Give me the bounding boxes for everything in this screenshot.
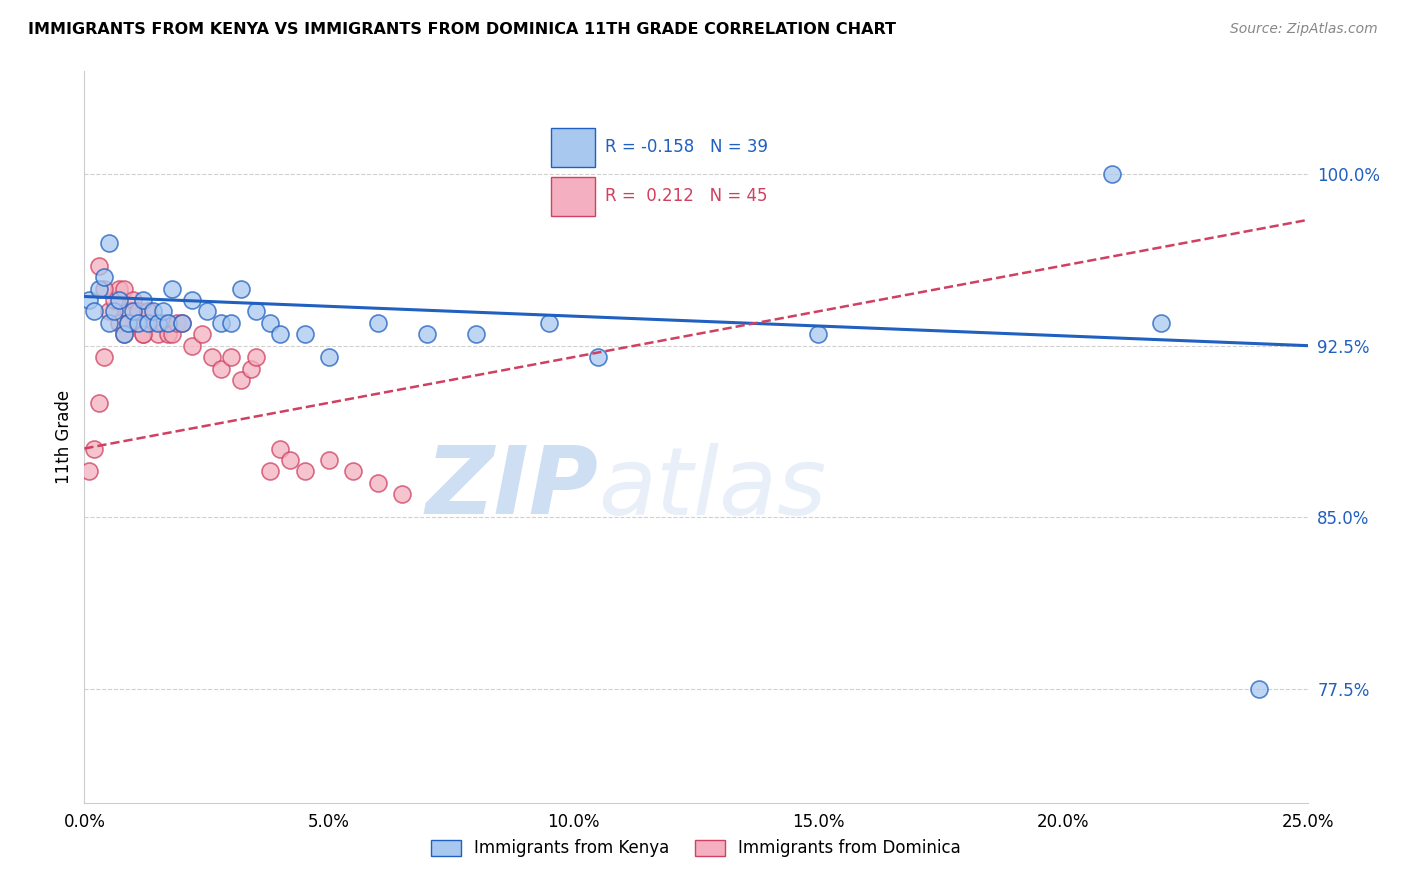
Point	[97, 304, 120, 318]
Point	[294, 327, 316, 342]
Text: ZIP: ZIP	[425, 442, 598, 534]
Point	[107, 281, 129, 295]
Point	[191, 327, 214, 342]
Point	[87, 281, 110, 295]
Point	[586, 350, 609, 364]
Point	[259, 464, 281, 478]
Point	[107, 316, 129, 330]
Point	[294, 464, 316, 478]
Point	[93, 270, 115, 285]
Point	[117, 316, 139, 330]
Point	[136, 304, 159, 318]
Point	[391, 487, 413, 501]
Point	[112, 281, 135, 295]
Point	[416, 327, 439, 342]
Point	[229, 281, 252, 295]
Point	[127, 316, 149, 330]
Point	[132, 327, 155, 342]
Point	[122, 316, 145, 330]
Point	[181, 293, 204, 307]
Point	[269, 327, 291, 342]
Point	[122, 304, 145, 318]
Point	[464, 327, 486, 342]
Point	[318, 350, 340, 364]
Point	[132, 327, 155, 342]
Point	[127, 304, 149, 318]
Point	[142, 316, 165, 330]
Point	[97, 235, 120, 250]
Point	[1150, 316, 1173, 330]
Point	[278, 453, 301, 467]
Point	[152, 304, 174, 318]
Point	[245, 304, 267, 318]
Point	[245, 350, 267, 364]
Point	[239, 361, 262, 376]
Point	[83, 304, 105, 318]
Point	[117, 316, 139, 330]
Point	[146, 327, 169, 342]
Point	[122, 293, 145, 307]
Point	[807, 327, 830, 342]
Text: R = -0.158   N = 39: R = -0.158 N = 39	[606, 138, 769, 156]
Point	[342, 464, 364, 478]
Point	[152, 316, 174, 330]
Point	[318, 453, 340, 467]
FancyBboxPatch shape	[551, 128, 595, 167]
Point	[181, 339, 204, 353]
Point	[93, 350, 115, 364]
Point	[1101, 167, 1123, 181]
Point	[127, 304, 149, 318]
Point	[367, 316, 389, 330]
Point	[229, 373, 252, 387]
Point	[103, 304, 125, 318]
Point	[172, 316, 194, 330]
Point	[87, 259, 110, 273]
Point	[219, 350, 242, 364]
Point	[172, 316, 194, 330]
Point	[162, 281, 184, 295]
Point	[83, 442, 105, 456]
FancyBboxPatch shape	[551, 177, 595, 216]
Point	[112, 327, 135, 342]
Point	[166, 316, 188, 330]
Text: R =  0.212   N = 45: R = 0.212 N = 45	[606, 187, 768, 205]
Point	[146, 316, 169, 330]
Point	[142, 304, 165, 318]
Legend: Immigrants from Kenya, Immigrants from Dominica: Immigrants from Kenya, Immigrants from D…	[425, 832, 967, 864]
Point	[132, 293, 155, 307]
Point	[93, 281, 115, 295]
Point	[77, 293, 100, 307]
Point	[77, 464, 100, 478]
Point	[117, 304, 139, 318]
Point	[87, 396, 110, 410]
Point	[1247, 681, 1270, 696]
Point	[209, 316, 232, 330]
Point	[156, 327, 179, 342]
Point	[162, 327, 184, 342]
Point	[269, 442, 291, 456]
Point	[538, 316, 561, 330]
Point	[107, 293, 129, 307]
Point	[97, 316, 120, 330]
Text: atlas: atlas	[598, 442, 827, 533]
Point	[367, 475, 389, 490]
Point	[200, 350, 222, 364]
Point	[136, 304, 159, 318]
Point	[219, 316, 242, 330]
Text: Source: ZipAtlas.com: Source: ZipAtlas.com	[1230, 22, 1378, 37]
Point	[209, 361, 232, 376]
Point	[136, 316, 159, 330]
Text: IMMIGRANTS FROM KENYA VS IMMIGRANTS FROM DOMINICA 11TH GRADE CORRELATION CHART: IMMIGRANTS FROM KENYA VS IMMIGRANTS FROM…	[28, 22, 896, 37]
Point	[259, 316, 281, 330]
Y-axis label: 11th Grade: 11th Grade	[55, 390, 73, 484]
Point	[195, 304, 218, 318]
Point	[103, 293, 125, 307]
Point	[112, 327, 135, 342]
Point	[156, 316, 179, 330]
